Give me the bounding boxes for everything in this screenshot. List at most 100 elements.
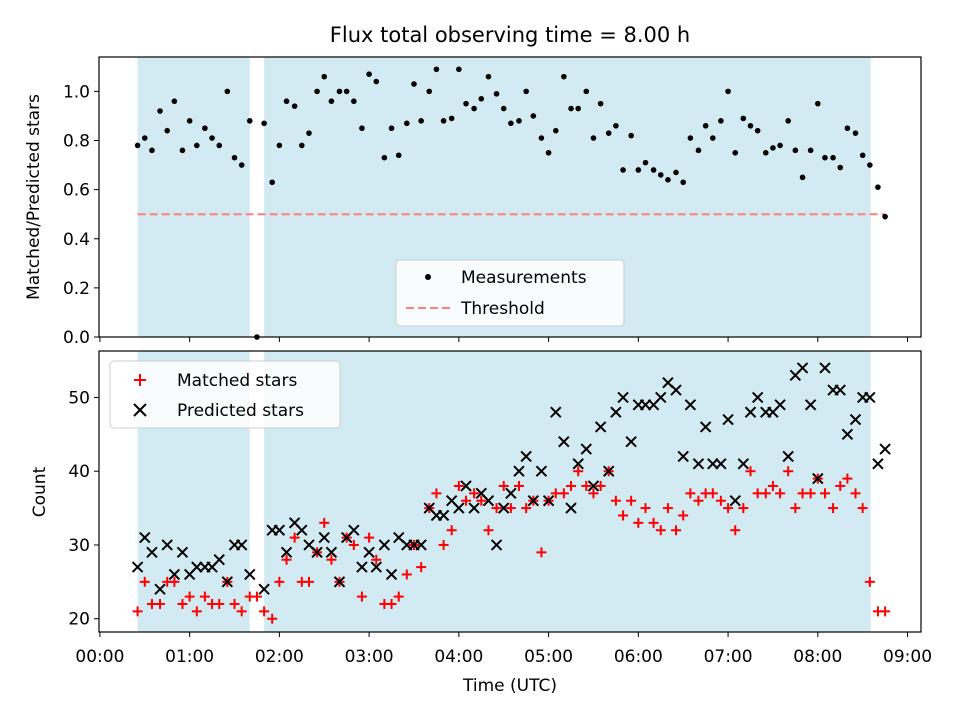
measurement-point	[224, 88, 231, 95]
predicted-point	[505, 487, 517, 500]
predicted-point	[498, 502, 510, 514]
y-tick-label: 50	[68, 388, 90, 408]
matched-point	[805, 488, 816, 499]
predicted-point	[692, 458, 705, 470]
measurement-point	[471, 105, 477, 112]
y-tick-label: 0.6	[63, 181, 90, 201]
measurement-point	[837, 164, 844, 171]
matched-point	[558, 488, 569, 499]
count-points	[131, 362, 891, 624]
measurement-point	[695, 147, 702, 154]
matched-point	[281, 554, 292, 565]
matched-point	[745, 466, 756, 477]
measurement-point	[299, 142, 305, 149]
predicted-point	[610, 406, 622, 418]
ratio-y-ticks: 0.0 0.2 0.4 0.6 0.8 1.0	[63, 82, 99, 348]
y-tick-label: 20	[68, 610, 90, 630]
chart-title: Flux total observing time = 8.00 h	[330, 23, 690, 47]
ratio-panel: 0.0 0.2 0.4 0.6 0.8 1.0 Matched/Predicted sta…	[24, 56, 922, 348]
measurement-point	[283, 98, 290, 105]
predicted-point	[715, 458, 727, 470]
matched-point	[618, 510, 629, 521]
matched-point	[738, 503, 749, 514]
measurement-point	[792, 147, 799, 154]
measurement-point	[605, 130, 612, 136]
measurement-point	[867, 162, 873, 168]
measurement-points	[134, 66, 888, 340]
matched-point	[588, 488, 599, 499]
measurement-point	[456, 66, 462, 73]
matched-point	[303, 576, 314, 587]
shaded-interval-1	[264, 351, 871, 632]
predicted-point	[482, 495, 495, 507]
matched-point	[453, 480, 464, 491]
ratio-x-ticks	[99, 337, 909, 342]
matched-point	[386, 598, 397, 609]
matched-point	[139, 576, 150, 587]
legend-predicted-label: Predicted stars	[177, 401, 304, 421]
predicted-point	[363, 546, 375, 559]
predicted-point	[520, 450, 532, 463]
predicted-point	[460, 480, 472, 492]
predicted-point	[744, 406, 757, 418]
measurement-point	[785, 118, 791, 124]
ratio-axes-frame	[98, 56, 922, 338]
measurement-point	[276, 142, 283, 149]
measurement-point	[141, 135, 148, 141]
legend-matched-marker	[134, 374, 146, 386]
measurement-point	[754, 127, 761, 134]
x-axis-label: Time (UTC)	[462, 676, 557, 696]
measurement-point	[732, 149, 739, 156]
measurement-point	[448, 115, 455, 122]
predicted-point	[213, 554, 225, 566]
predicted-point	[872, 458, 884, 470]
matched-point	[760, 488, 771, 499]
matched-point	[828, 503, 839, 514]
predicted-point	[296, 524, 308, 536]
measurement-point	[336, 88, 343, 95]
x-tick-label: 09:00	[883, 647, 932, 667]
predicted-point	[819, 362, 831, 374]
x-tick-label: 06:00	[614, 647, 663, 667]
count-legend: Matched stars Predicted stars	[109, 360, 341, 429]
measurement-point	[545, 149, 552, 156]
measurement-point	[440, 118, 447, 124]
count-x-ticks: 00:00 01:00 02:00 03:00 04:00 05:00 06:00 07:00…	[75, 632, 932, 667]
legend-predicted-marker	[133, 403, 147, 417]
measurement-point	[530, 113, 537, 119]
measurement-point	[852, 130, 859, 136]
matched-point	[835, 480, 846, 491]
matched-point	[319, 517, 330, 528]
predicted-point	[356, 561, 368, 573]
x-tick-label: 01:00	[165, 647, 214, 667]
measurement-point	[164, 127, 171, 134]
matched-point	[251, 591, 262, 602]
measurement-point	[762, 149, 769, 156]
measurement-point	[575, 105, 582, 112]
measurement-point	[516, 118, 522, 124]
predicted-point	[655, 391, 667, 404]
matched-point	[521, 503, 532, 514]
measurement-point	[859, 152, 866, 159]
predicted-point	[684, 399, 697, 411]
predicted-point	[235, 539, 248, 551]
measurement-point	[411, 81, 417, 87]
measurement-point	[568, 105, 574, 112]
y-tick-label: 1.0	[63, 82, 90, 102]
predicted-point	[221, 576, 234, 588]
matched-point	[723, 503, 734, 514]
y-tick-label: 0.0	[63, 328, 90, 348]
measurement-point	[687, 135, 694, 141]
predicted-point	[325, 546, 338, 559]
predicted-point	[258, 583, 270, 595]
x-tick-label: 00:00	[75, 647, 124, 667]
ratio-shaded-regions	[137, 57, 871, 337]
measurement-point	[373, 78, 380, 85]
predicted-point	[490, 539, 503, 551]
matched-point	[483, 525, 494, 536]
matched-point	[461, 495, 472, 506]
predicted-point	[550, 406, 562, 418]
predicted-point	[782, 450, 794, 463]
measurement-point	[770, 145, 776, 151]
matched-point	[132, 606, 143, 617]
